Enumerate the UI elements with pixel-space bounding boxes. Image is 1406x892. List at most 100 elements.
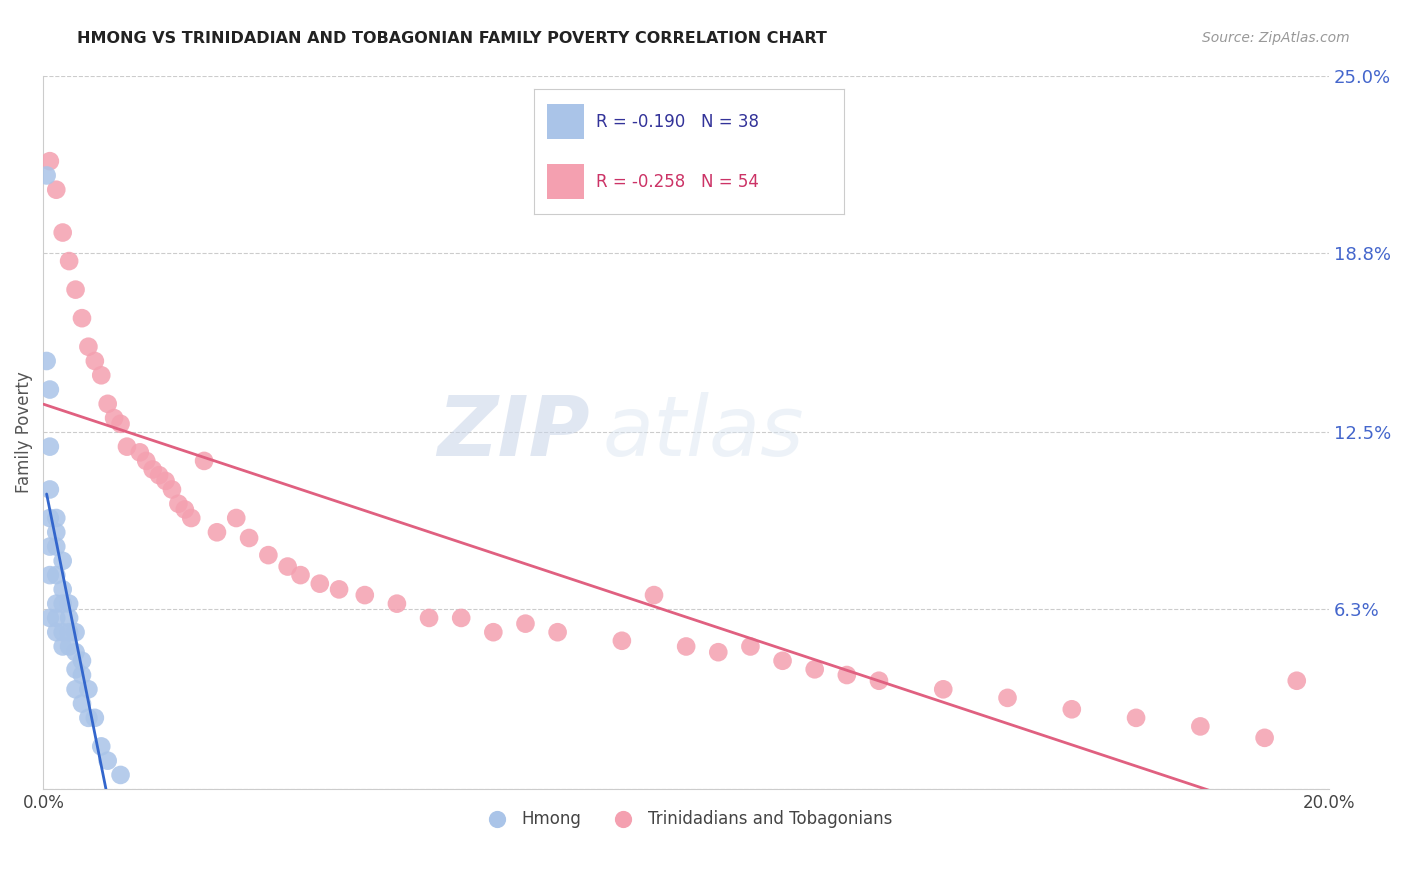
Point xyxy=(38,568,60,582)
Point xyxy=(58,625,80,640)
Text: R = -0.258   N = 54: R = -0.258 N = 54 xyxy=(596,173,759,191)
Point xyxy=(110,417,132,431)
Point xyxy=(52,640,75,654)
Point xyxy=(65,625,87,640)
Point xyxy=(38,511,60,525)
Text: atlas: atlas xyxy=(603,392,804,473)
Point xyxy=(803,662,825,676)
Point xyxy=(290,568,312,582)
Point xyxy=(643,588,665,602)
Point xyxy=(450,611,472,625)
Point xyxy=(225,511,247,525)
Point xyxy=(38,383,60,397)
Point xyxy=(110,768,132,782)
Point xyxy=(83,354,105,368)
Point xyxy=(418,611,440,625)
Point xyxy=(35,169,58,183)
Point xyxy=(70,654,93,668)
Point xyxy=(52,597,75,611)
Point xyxy=(70,697,93,711)
Point xyxy=(103,411,125,425)
Point xyxy=(515,616,537,631)
Point xyxy=(77,340,100,354)
Point xyxy=(148,468,170,483)
Point xyxy=(1125,711,1147,725)
Point xyxy=(38,540,60,554)
FancyBboxPatch shape xyxy=(547,164,583,199)
Point xyxy=(38,154,60,169)
FancyBboxPatch shape xyxy=(547,104,583,139)
Point xyxy=(308,576,330,591)
Point xyxy=(277,559,299,574)
Point xyxy=(238,531,260,545)
Point xyxy=(52,226,75,240)
Point xyxy=(353,588,375,602)
Point xyxy=(932,682,955,697)
Point xyxy=(115,440,138,454)
Point xyxy=(193,454,215,468)
Point xyxy=(1189,719,1212,733)
Point xyxy=(45,568,67,582)
Point xyxy=(160,483,183,497)
Point xyxy=(45,611,67,625)
Point xyxy=(65,283,87,297)
Legend: Hmong, Trinidadians and Tobagonians: Hmong, Trinidadians and Tobagonians xyxy=(474,803,898,834)
Point xyxy=(58,597,80,611)
Point xyxy=(77,682,100,697)
Point xyxy=(707,645,730,659)
Point xyxy=(38,483,60,497)
Point xyxy=(58,254,80,268)
Point xyxy=(205,525,228,540)
Text: R = -0.190   N = 38: R = -0.190 N = 38 xyxy=(596,112,759,130)
Point xyxy=(65,645,87,659)
Point xyxy=(328,582,350,597)
Point xyxy=(65,682,87,697)
Point xyxy=(45,183,67,197)
Point xyxy=(180,511,202,525)
Point xyxy=(173,502,195,516)
Point xyxy=(675,640,697,654)
Point xyxy=(45,540,67,554)
Point xyxy=(90,739,112,754)
Point xyxy=(52,625,75,640)
Point xyxy=(257,548,280,562)
Point xyxy=(97,754,120,768)
Point xyxy=(135,454,157,468)
Point xyxy=(997,690,1019,705)
Point xyxy=(45,525,67,540)
Point xyxy=(385,597,408,611)
Point xyxy=(868,673,890,688)
Point xyxy=(38,440,60,454)
Point xyxy=(77,711,100,725)
Point xyxy=(90,368,112,383)
Point xyxy=(1253,731,1275,745)
Point xyxy=(835,668,858,682)
Point xyxy=(1060,702,1083,716)
Point xyxy=(167,497,190,511)
Point xyxy=(38,611,60,625)
Point xyxy=(45,597,67,611)
Point xyxy=(128,445,150,459)
Point xyxy=(58,611,80,625)
Point xyxy=(58,640,80,654)
Point xyxy=(610,633,633,648)
Point xyxy=(35,354,58,368)
Point xyxy=(482,625,505,640)
Point xyxy=(70,311,93,326)
Point xyxy=(772,654,794,668)
Point xyxy=(83,711,105,725)
Point xyxy=(52,554,75,568)
Point xyxy=(142,462,165,476)
Point xyxy=(740,640,762,654)
Point xyxy=(65,662,87,676)
Point xyxy=(155,474,177,488)
Text: HMONG VS TRINIDADIAN AND TOBAGONIAN FAMILY POVERTY CORRELATION CHART: HMONG VS TRINIDADIAN AND TOBAGONIAN FAMI… xyxy=(77,31,827,46)
Point xyxy=(1285,673,1308,688)
Point xyxy=(45,625,67,640)
Y-axis label: Family Poverty: Family Poverty xyxy=(15,371,32,493)
Text: Source: ZipAtlas.com: Source: ZipAtlas.com xyxy=(1202,31,1350,45)
Point xyxy=(547,625,569,640)
Point xyxy=(45,511,67,525)
Text: ZIP: ZIP xyxy=(437,392,589,473)
Point xyxy=(52,582,75,597)
